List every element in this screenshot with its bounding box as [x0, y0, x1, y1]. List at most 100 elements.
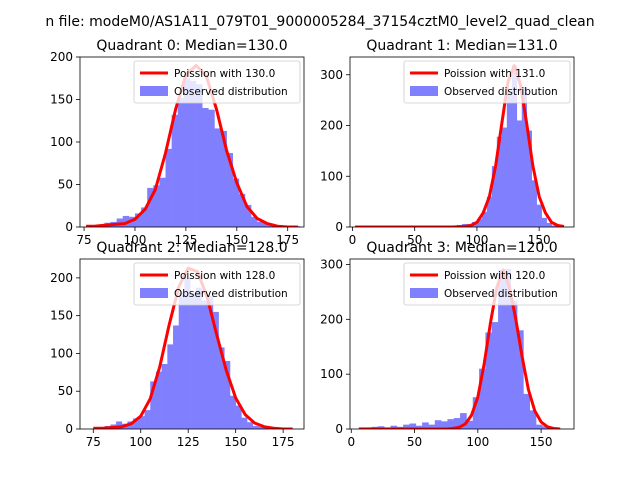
- histogram-bar: [189, 80, 197, 227]
- histogram-bar: [542, 426, 549, 429]
- subplot-quadrant-2: 75 100 125 150 175 0 50 100 150 200 Quadrant 2: Me…: [50, 240, 305, 449]
- observed-histogram: [86, 78, 301, 227]
- histogram-bar: [529, 410, 537, 429]
- histogram-bar: [491, 166, 498, 227]
- histogram-bar: [504, 268, 512, 429]
- histogram-bar: [501, 127, 508, 227]
- legend-label-observed: Observed distribution: [444, 288, 558, 300]
- histogram-bar: [171, 114, 179, 227]
- x-tick-label: 75: [76, 233, 91, 247]
- legend-label-poisson: Poission with 128.0: [174, 270, 275, 282]
- x-tick-label: 175: [276, 233, 299, 247]
- axes-frame: [349, 258, 575, 430]
- legend-box: [133, 60, 301, 104]
- histogram-bar: [257, 221, 264, 227]
- histogram-bar: [150, 381, 157, 429]
- histogram-bar: [536, 424, 543, 429]
- histogram-bar: [263, 223, 270, 227]
- histogram-bar: [403, 424, 410, 429]
- histogram-bar: [460, 413, 467, 429]
- histogram-bar: [390, 425, 398, 429]
- histogram-bar: [207, 296, 214, 429]
- histogram-bar: [536, 204, 542, 227]
- histogram-bar: [409, 423, 417, 429]
- observed-histogram: [452, 65, 557, 227]
- histogram-bar: [415, 425, 423, 429]
- histogram-bar: [212, 311, 219, 429]
- histogram-bar: [476, 218, 483, 227]
- histogram-bar: [147, 187, 154, 227]
- histogram-bar: [447, 419, 455, 429]
- y-tick-label: 100: [320, 169, 343, 183]
- histogram-bar: [138, 416, 145, 429]
- x-tick-label: 100: [129, 435, 152, 449]
- subplot-title: Quadrant 2: Median=128.0: [96, 240, 287, 256]
- legend-label-observed: Observed distribution: [444, 86, 558, 98]
- histogram-bar: [190, 293, 197, 429]
- subplot-title: Quadrant 0: Median=130.0: [96, 38, 287, 54]
- y-tick-label: 100: [50, 346, 73, 360]
- histogram-bar: [422, 422, 429, 429]
- y-tick-label: 50: [58, 384, 73, 398]
- x-tick-label: 175: [272, 435, 295, 449]
- legend-bar-swatch: [140, 288, 168, 298]
- histogram-bar: [201, 300, 208, 429]
- histogram-bar: [517, 330, 524, 429]
- legend-bar-swatch: [140, 86, 168, 96]
- histogram-bar: [434, 420, 442, 429]
- legend-bar-swatch: [410, 86, 438, 96]
- histogram-bar: [161, 364, 168, 429]
- y-tick-label: 200: [320, 312, 343, 326]
- y-tick-label: 100: [320, 367, 343, 381]
- y-tick-label: 0: [65, 422, 73, 436]
- legend-box: [403, 60, 571, 104]
- histogram-bar: [208, 109, 215, 227]
- histogram-bar: [486, 196, 493, 227]
- histogram-bar: [165, 148, 172, 227]
- histogram-bar: [235, 405, 242, 429]
- x-tick-label: 0: [347, 435, 355, 449]
- legend-box: [403, 262, 571, 306]
- histogram-bar: [196, 84, 203, 227]
- x-tick-label: 50: [407, 233, 422, 247]
- histogram-bar: [531, 180, 537, 227]
- x-tick-label: 50: [407, 435, 422, 449]
- legend-label-poisson: Poission with 120.0: [444, 270, 545, 282]
- histogram-bar: [485, 332, 493, 429]
- histogram-bar: [441, 421, 448, 429]
- histogram-bar: [144, 410, 151, 429]
- x-tick-label: 150: [224, 435, 247, 449]
- legend-box: [133, 262, 301, 306]
- histogram-bar: [516, 120, 523, 227]
- x-tick-label: 125: [177, 435, 200, 449]
- y-tick-label: 150: [50, 309, 73, 323]
- y-tick-label: 200: [320, 119, 343, 133]
- legend: Poission with 131.0 Observed distribution: [403, 60, 571, 104]
- y-tick-label: 200: [50, 50, 73, 64]
- histogram-bar: [238, 193, 246, 227]
- legend-label-poisson: Poission with 131.0: [444, 68, 545, 80]
- histogram-bar: [491, 322, 499, 429]
- histogram-bar: [184, 277, 191, 429]
- legend-label-observed: Observed distribution: [174, 288, 288, 300]
- histogram-bar: [523, 393, 531, 429]
- subplot-quadrant-1: 0 50 100 150 0 100 200 300 Quadrant 1: Median=13…: [320, 38, 575, 247]
- histogram-bar: [258, 426, 265, 429]
- histogram-bar: [496, 136, 503, 227]
- observed-histogram: [358, 268, 562, 429]
- histogram-bar: [141, 207, 148, 227]
- histogram-bar: [498, 269, 505, 429]
- y-tick-label: 50: [58, 178, 73, 192]
- histogram-bar: [153, 185, 160, 227]
- histogram-bar: [116, 421, 123, 429]
- histogram-bar: [479, 368, 486, 429]
- histogram-bar: [195, 287, 202, 429]
- histogram-bar: [506, 92, 513, 227]
- histogram-bar: [218, 347, 225, 429]
- axes-frame: [349, 56, 575, 228]
- histogram-bar: [244, 204, 252, 227]
- subplot-title: Quadrant 3: Median=120.0: [366, 240, 557, 256]
- y-tick-label: 300: [320, 68, 343, 82]
- histogram-bar: [202, 108, 209, 227]
